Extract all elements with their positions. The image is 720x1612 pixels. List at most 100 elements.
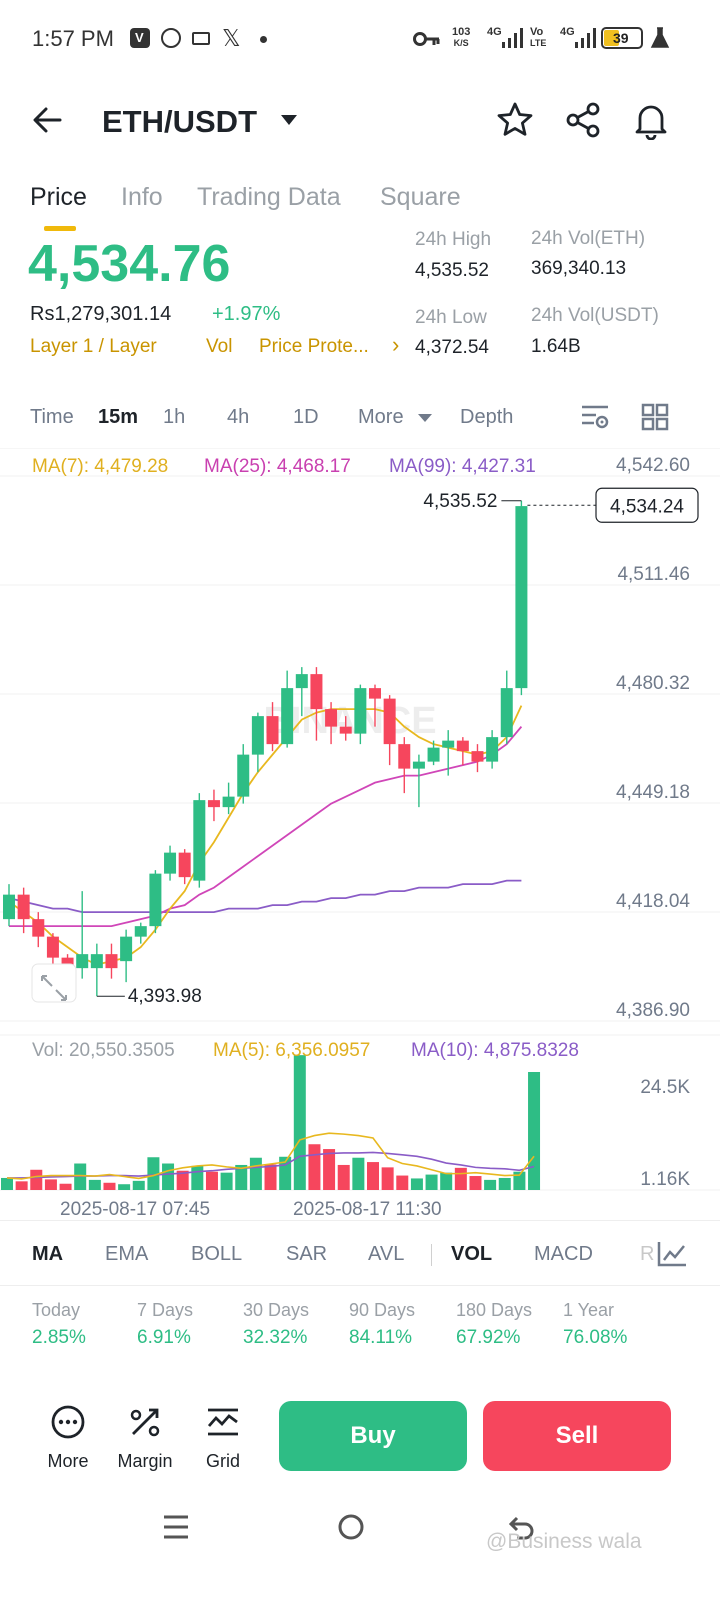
volume-bar [1, 1177, 13, 1190]
vol-eth-label: 24h Vol(ETH) [531, 228, 646, 249]
volume-bar [528, 1072, 541, 1190]
volume-ma5-line [6, 1132, 535, 1180]
back-nav-icon[interactable] [505, 1510, 539, 1544]
indicator-ma[interactable]: MA [32, 1243, 64, 1265]
tab-price[interactable]: Price [30, 183, 87, 211]
signal-type-1: 4G [487, 26, 502, 38]
home-icon[interactable] [334, 1510, 368, 1544]
tf-1h[interactable]: 1h [163, 406, 186, 428]
volume-bar [396, 1175, 409, 1190]
v-app-icon: V [130, 28, 150, 48]
tag-vol[interactable]: Vol [206, 336, 233, 357]
layout-grid-icon[interactable] [641, 403, 669, 431]
star-icon[interactable] [495, 100, 535, 140]
volume-bar [176, 1170, 189, 1190]
play-app-icon [161, 28, 181, 48]
volume-ma10-label: MA(10): 4,875.8328 [411, 1040, 579, 1061]
candle-down [17, 894, 30, 920]
divider [0, 1285, 720, 1286]
volume-label: Vol: 20,550.3505 [32, 1040, 175, 1061]
volume-bar [249, 1157, 262, 1190]
tf-more[interactable]: More [358, 406, 404, 428]
pair-title[interactable]: ETH/USDT [102, 104, 257, 139]
more-label: More [47, 1451, 89, 1471]
sell-button[interactable]: Sell [483, 1401, 671, 1471]
volume-bar [308, 1144, 321, 1190]
volume-ma5-label: MA(5): 6,356.0957 [213, 1040, 370, 1061]
ma99-label: MA(99): 4,427.31 [389, 456, 536, 477]
ma25-label: MA(25): 4,468.17 [204, 456, 351, 477]
x-icon: 𝕏 [222, 25, 241, 51]
perf-180d-label: 180 Days [456, 1300, 533, 1320]
flask-icon [650, 27, 670, 48]
candle-up [76, 954, 89, 969]
volume-bar [162, 1163, 175, 1190]
tf-1d[interactable]: 1D [293, 406, 319, 428]
volume-bar [132, 1180, 145, 1190]
low-annotation: 4,393.98 [128, 986, 202, 1007]
volte-indicator: Vo LTE [530, 26, 547, 49]
vol-eth-value: 369,340.13 [531, 258, 627, 279]
tab-square[interactable]: Square [380, 183, 461, 211]
perf-today-value: 2.85% [32, 1327, 86, 1348]
tab-trading-data[interactable]: Trading Data [197, 183, 341, 211]
indicator-boll[interactable]: BOLL [191, 1243, 243, 1265]
candlestick-chart[interactable]: BINANCE 4,542.604,511.464,480.324,449.18… [0, 448, 720, 1220]
volume-ytick-top: 24.5K [640, 1077, 690, 1098]
perf-30d-label: 30 Days [243, 1300, 310, 1320]
tf-15m[interactable]: 15m [98, 406, 139, 428]
margin-button[interactable]: Margin [110, 1404, 180, 1472]
volume-bar [410, 1178, 423, 1190]
tab-info[interactable]: Info [121, 183, 163, 211]
tag-layer1[interactable]: Layer 1 / Layer [30, 336, 157, 357]
chart-settings-icon[interactable] [580, 403, 610, 431]
tf-depth[interactable]: Depth [460, 406, 514, 428]
tf-4h[interactable]: 4h [227, 406, 250, 428]
signal-type-2: 4G [560, 26, 575, 38]
volume-ytick-bottom: 1.16K [640, 1169, 690, 1190]
indicator-vol[interactable]: VOL [451, 1243, 493, 1265]
candle-down [32, 919, 45, 937]
bell-icon[interactable] [631, 100, 671, 140]
candle-up [90, 954, 103, 969]
perf-90d-value: 84.11% [349, 1327, 413, 1348]
volume-bar [191, 1165, 204, 1190]
more-caret-icon[interactable] [417, 413, 433, 423]
back-arrow-icon[interactable] [28, 100, 68, 140]
indicator-sar[interactable]: SAR [286, 1243, 328, 1265]
candle-up [237, 754, 250, 797]
indicator-chart-icon[interactable] [656, 1240, 688, 1268]
perf-1y-label: 1 Year [563, 1300, 615, 1320]
x-tick-1: 2025-08-17 07:45 [60, 1199, 210, 1220]
tf-time[interactable]: Time [30, 406, 74, 428]
candle-up [427, 747, 440, 762]
candles [3, 500, 528, 997]
grid-button[interactable]: Grid [188, 1404, 258, 1472]
candle-down [46, 936, 59, 958]
buy-button[interactable]: Buy [279, 1401, 467, 1471]
candle-up [164, 852, 177, 874]
recent-apps-icon[interactable] [160, 1510, 192, 1544]
candle-down [105, 954, 118, 969]
margin-icon [130, 1408, 160, 1437]
share-icon[interactable] [563, 100, 603, 140]
chart-annotations: 4,535.52 4,534.24 4,393.98 [96, 487, 699, 1007]
more-button[interactable]: More [33, 1404, 103, 1472]
indicator-ema[interactable]: EMA [105, 1243, 149, 1265]
indicator-avl[interactable]: AVL [368, 1243, 405, 1265]
indicator-macd[interactable]: MACD [534, 1243, 593, 1265]
indicator-separator [431, 1244, 432, 1266]
expand-chart-icon[interactable] [31, 963, 77, 1003]
tags-chevron-icon[interactable]: › [392, 332, 400, 357]
candle-down [325, 709, 338, 727]
current-price-label: 4,534.24 [610, 496, 684, 517]
high-24h-label: 24h High [415, 229, 492, 250]
candle-down [178, 852, 191, 878]
candle-down [398, 744, 411, 769]
caret-down-icon[interactable] [280, 114, 298, 126]
perf-7d-value: 6.91% [137, 1327, 191, 1348]
volume-bar [469, 1176, 482, 1190]
tag-price-protection[interactable]: Price Prote... [259, 336, 369, 357]
volume-bar [513, 1171, 526, 1190]
indicator-r[interactable]: R [640, 1243, 655, 1265]
